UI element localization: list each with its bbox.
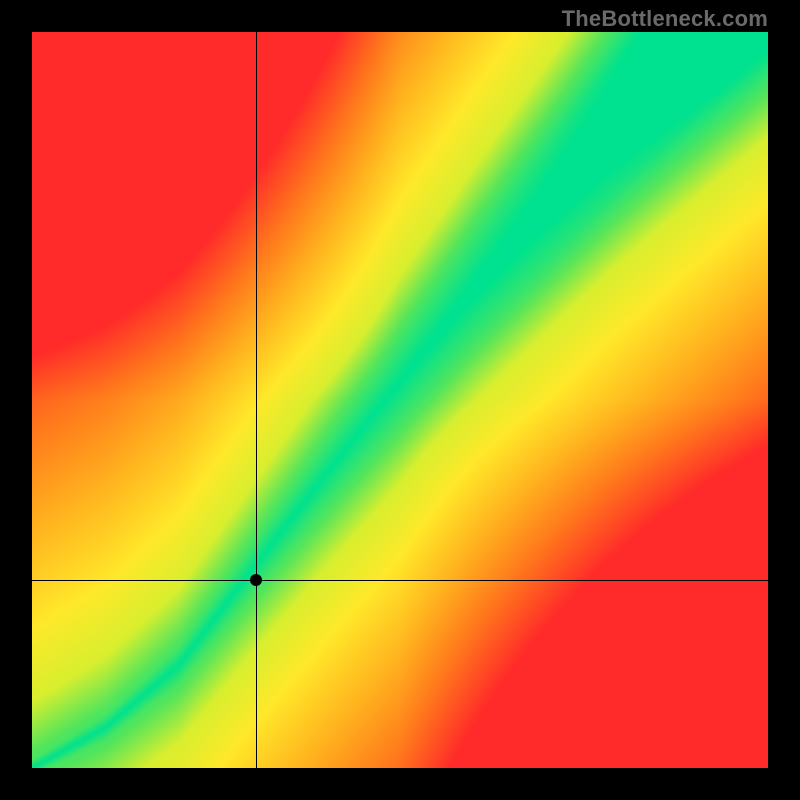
plot-area (32, 32, 768, 768)
crosshair-horizontal (32, 580, 768, 581)
selection-marker (250, 574, 262, 586)
watermark-text: TheBottleneck.com (562, 6, 768, 32)
crosshair-vertical (256, 32, 257, 768)
chart-container: TheBottleneck.com (0, 0, 800, 800)
heatmap-canvas (32, 32, 768, 768)
